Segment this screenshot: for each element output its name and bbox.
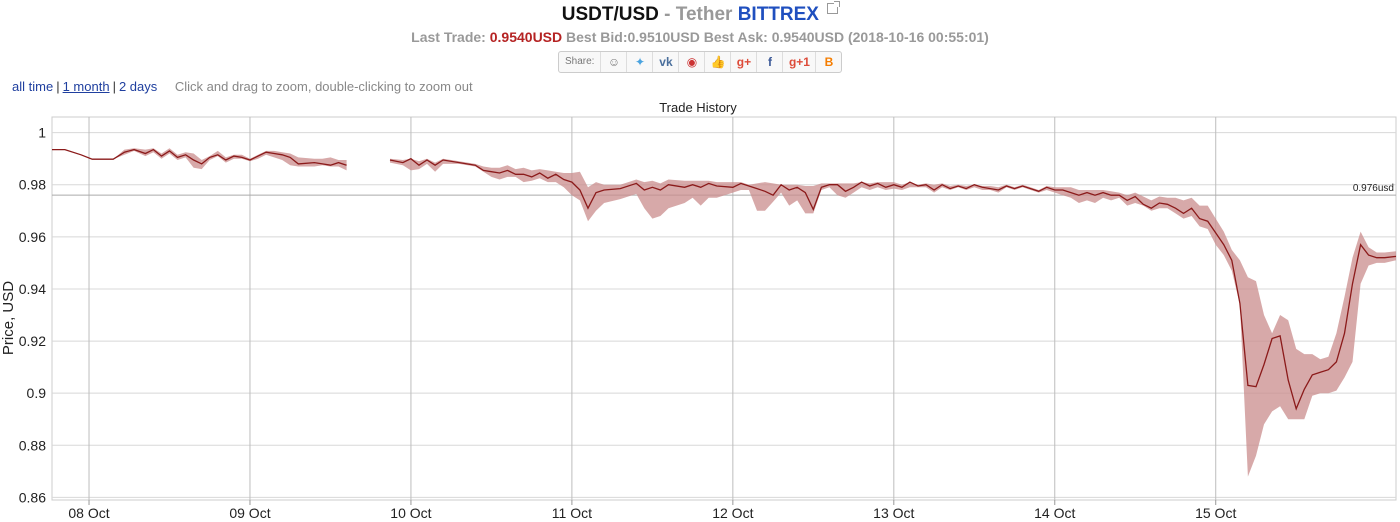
trade-summary: Last Trade: 0.9540USD Best Bid:0.9510USD…: [0, 29, 1400, 45]
y-tick-label: 0.94: [19, 281, 46, 297]
y-axis-title: Price, USD: [0, 281, 17, 355]
price-range-bands: [52, 148, 1396, 477]
y-tick-label: 1: [38, 125, 46, 141]
chart-header-title: USDT/USD - Tether BITTREX: [0, 1, 1400, 26]
vk-icon: vk: [659, 55, 673, 69]
reference-line-label: 0.976usd: [1353, 183, 1394, 194]
last-trade-label: Last Trade:: [411, 29, 486, 45]
x-tick-label: 14 Oct: [1034, 505, 1075, 521]
price-line: [389, 157, 1397, 411]
share-button-3[interactable]: ◉: [679, 52, 706, 72]
range-separator: |: [56, 79, 60, 94]
price-line: [52, 148, 347, 166]
range-separator: |: [112, 79, 116, 94]
weibo-icon: ◉: [686, 55, 698, 69]
bid-ask-text: Best Bid:0.9510USD Best Ask: 0.9540USD (…: [566, 29, 989, 45]
share-button-2[interactable]: vk: [653, 52, 680, 72]
twitter-icon: ✦: [634, 55, 645, 69]
range-1-month[interactable]: 1 month: [62, 79, 110, 94]
chart-grid: [51, 116, 1397, 505]
last-trade-value: 0.9540USD: [489, 29, 563, 45]
share-button-5[interactable]: g+: [731, 52, 758, 72]
axis-labels: 0.86 0.88 0.9 0.92 0.94 0.96 0.98 1 08 Oct 09 Oct…: [19, 125, 1394, 521]
x-tick-label: 15 Oct: [1195, 505, 1236, 521]
x-tick-label: 13 Oct: [873, 505, 914, 521]
share-button-1[interactable]: ✦: [627, 52, 654, 72]
price-lines: [52, 148, 1397, 411]
external-link-icon[interactable]: [827, 1, 841, 14]
x-tick-label: 11 Oct: [552, 505, 592, 521]
plot-frame: [51, 116, 1397, 501]
x-tick-label: 12 Oct: [712, 505, 753, 521]
y-tick-label: 0.98: [19, 177, 46, 193]
google-plus-icon: g+: [736, 55, 752, 69]
x-tick-label: 09 Oct: [229, 505, 270, 521]
price-range-band: [390, 158, 1396, 477]
range-2-days[interactable]: 2 days: [118, 79, 158, 94]
google-plus-one-icon: g+1: [788, 55, 810, 69]
share-button-7[interactable]: g+1: [783, 52, 817, 72]
share-button-6[interactable]: f: [757, 52, 784, 72]
x-tick-label: 08 Oct: [68, 505, 109, 521]
y-tick-label: 0.88: [19, 437, 46, 453]
blogger-icon: B: [824, 55, 834, 69]
share-bar: Share: ☺ ✦ vk ◉ 👍 g+ f g+1 B: [558, 51, 843, 73]
share-button-8[interactable]: B: [816, 52, 841, 72]
share-label: Share:: [559, 52, 602, 72]
zoom-hint: Click and drag to zoom, double-clicking …: [174, 79, 473, 94]
range-selector: all time | 1 month | 2 days Click and drag t…: [12, 79, 473, 94]
reddit-icon: ☺: [607, 55, 621, 69]
like-icon: 👍: [710, 55, 726, 69]
y-tick-label: 0.96: [19, 229, 46, 245]
share-button-4[interactable]: 👍: [705, 52, 732, 72]
coin-name: Tether: [675, 4, 733, 25]
title-dash: -: [664, 4, 671, 25]
exchange-link[interactable]: BITTREX: [737, 4, 819, 25]
facebook-icon: f: [767, 55, 772, 69]
x-tick-label: 10 Oct: [390, 505, 431, 521]
y-tick-label: 0.92: [19, 333, 46, 349]
share-button-0[interactable]: ☺: [601, 52, 628, 72]
range-all-time[interactable]: all time: [12, 79, 54, 94]
y-tick-label: 0.9: [27, 385, 47, 401]
y-tick-label: 0.86: [19, 489, 46, 505]
pair-label: USDT/USD: [561, 4, 659, 25]
chart-title: Trade History: [659, 100, 737, 115]
